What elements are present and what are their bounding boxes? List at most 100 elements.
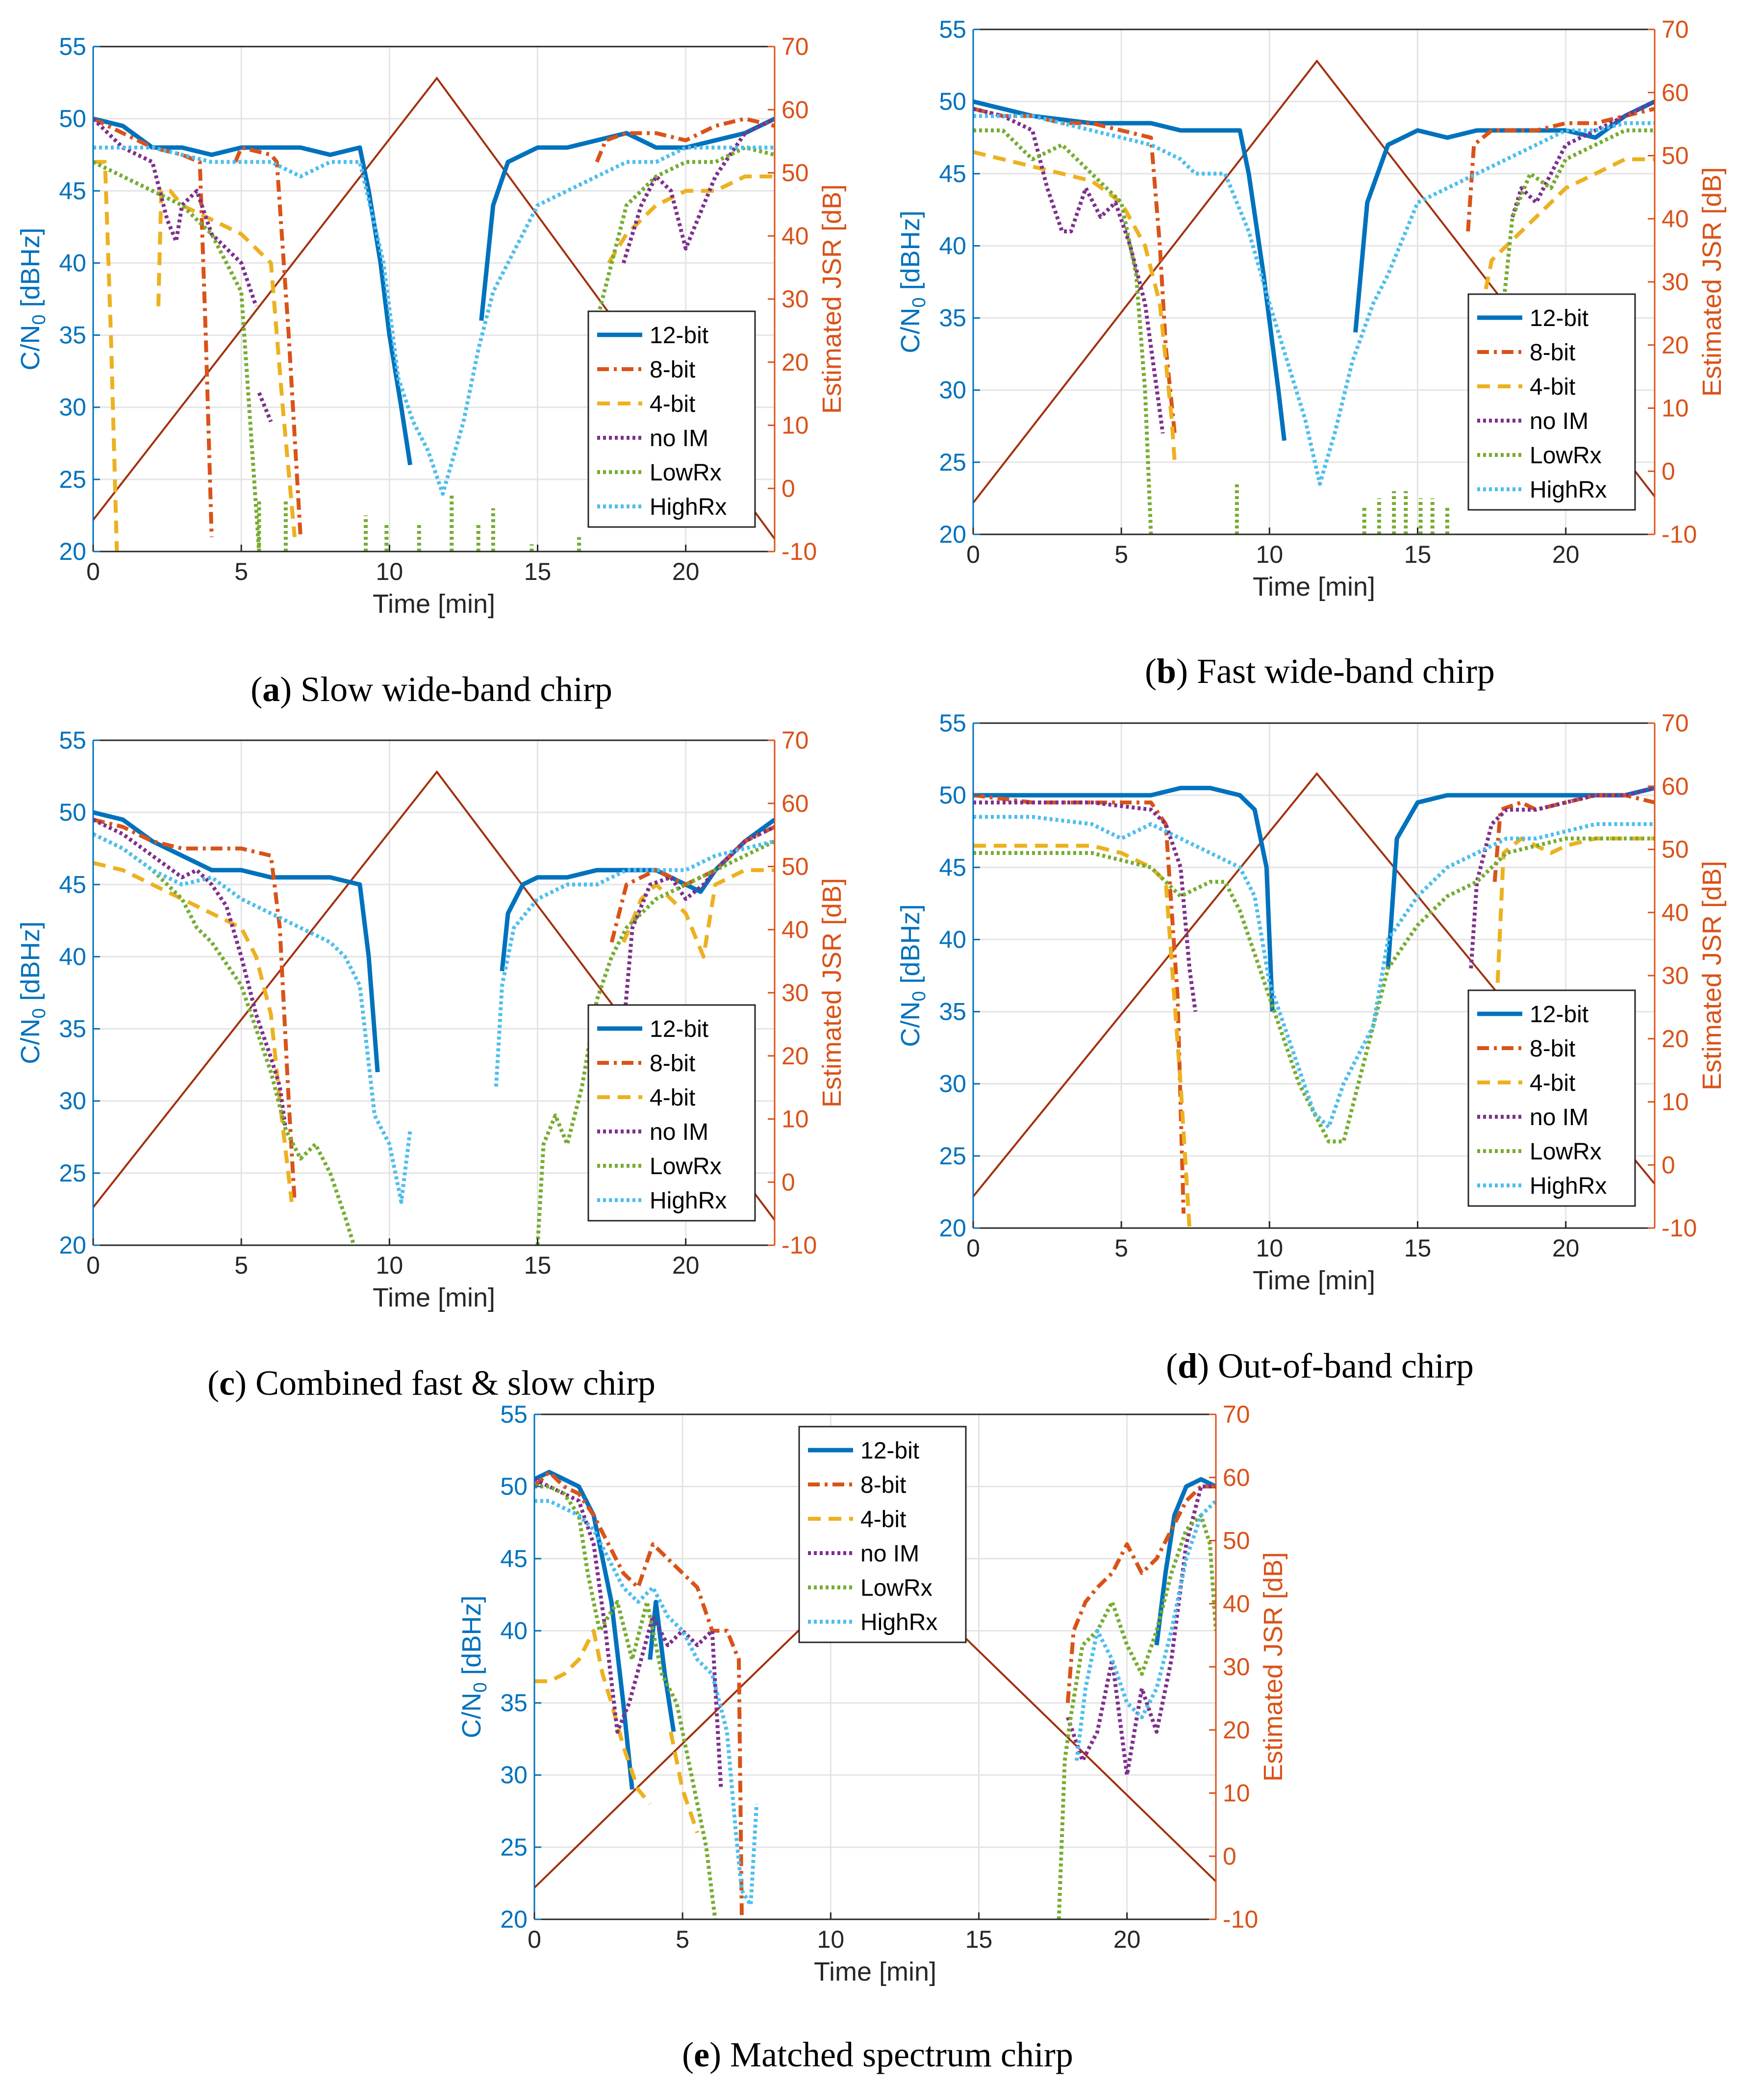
legend-label-4-bit: 4-bit	[860, 1507, 906, 1533]
series-lowrx-segment-0	[534, 1484, 717, 1919]
x-tick-label: 5	[1114, 1234, 1128, 1262]
y-left-tick-label: 40	[939, 926, 966, 953]
series-8-bit-segment-0	[973, 793, 1186, 1214]
y-left-tick-label: 35	[939, 998, 966, 1026]
y-right-tick-label: 50	[1662, 836, 1689, 863]
y-right-axis-label: Estimated JSR [dB]	[817, 878, 847, 1107]
caption-b-label: b	[1157, 652, 1176, 691]
caption-d-label: d	[1178, 1346, 1197, 1385]
x-tick-label: 15	[524, 1252, 552, 1279]
legend-label-no-im: no IM	[1530, 1105, 1588, 1131]
y-right-tick-label: 0	[781, 1168, 795, 1196]
series-lowrx-segment-1	[1501, 128, 1655, 304]
y-left-tick-label: 20	[500, 1906, 528, 1933]
y-right-tick-label: 60	[1662, 773, 1689, 800]
series-highrx-segment-0	[534, 1499, 759, 1907]
y-right-tick-label: 0	[1223, 1842, 1236, 1870]
x-tick-label: 5	[234, 1252, 248, 1279]
series-4-bit-segment-2	[607, 174, 775, 264]
y-right-tick-label: 40	[1662, 899, 1689, 926]
y-left-tick-label: 55	[939, 16, 966, 43]
series-lowrx-segment-0	[93, 832, 356, 1245]
y-right-tick-label: 30	[781, 285, 809, 313]
y-left-axis-label: C/N0 [dBHz]	[457, 1595, 491, 1738]
x-tick-label: 0	[86, 1252, 100, 1279]
x-tick-label: 10	[1256, 541, 1284, 568]
series-12-bit-segment-0	[973, 785, 1275, 1012]
x-tick-label: 15	[965, 1926, 993, 1953]
x-tick-label: 5	[234, 558, 248, 585]
legend-label-12-bit: 12-bit	[1530, 1002, 1588, 1028]
legend-label-4-bit: 4-bit	[650, 1085, 695, 1111]
y-left-tick-label: 50	[500, 1473, 528, 1500]
panel-c: 0 5 10 15 20 20 25 30 35 40 45 50 55 -10 0 10 20 30 40 50 60…	[16, 727, 847, 1312]
y-right-tick-label: -10	[781, 1231, 817, 1259]
x-tick-label: 0	[966, 1234, 980, 1262]
y-right-tick-label: 60	[1662, 79, 1689, 106]
legend: 12-bit 8-bit 4-bit no IM LowRx HighRx	[587, 310, 756, 528]
series-no-im-segment-1	[257, 392, 273, 423]
series-8-bit-segment-0	[93, 117, 214, 537]
x-tick-label: 15	[1404, 1234, 1432, 1262]
x-tick-label: 20	[1552, 1234, 1580, 1262]
y-left-axis-label: C/N0 [dBHz]	[16, 921, 50, 1064]
y-left-tick-label: 55	[59, 727, 86, 754]
plot-area	[93, 770, 775, 1245]
y-right-tick-label: 30	[781, 979, 809, 1006]
legend: 12-bit 8-bit 4-bit no IM LowRx HighRx	[587, 1004, 756, 1222]
caption-b-text: Fast wide-band chirp	[1197, 652, 1495, 691]
x-axis-label: Time [min]	[373, 1283, 495, 1312]
series-4-bit-segment-1	[1484, 157, 1655, 290]
legend-label-12-bit: 12-bit	[650, 323, 708, 349]
caption-e-text: Matched spectrum chirp	[730, 2035, 1073, 2074]
y-right-tick-label: 50	[1223, 1527, 1250, 1555]
series-12-bit-segment-1	[500, 818, 775, 972]
y-left-tick-label: 35	[59, 322, 86, 349]
x-tick-label: 10	[817, 1926, 845, 1953]
caption-a: (a) Slow wide-band chirp	[251, 670, 612, 709]
caption-e: (e) Matched spectrum chirp	[682, 2035, 1073, 2074]
x-axis-label: Time [min]	[373, 589, 495, 619]
y-right-tick-label: 60	[781, 790, 809, 817]
panel-e: 0 5 10 15 20 20 25 30 35 40 45 50 55 -10 0 10 20 30 40 50 60…	[457, 1401, 1288, 1986]
y-left-tick-label: 30	[59, 394, 86, 421]
series-no-im-segment-0	[534, 1477, 723, 1790]
panel-a: 0 5 10 15 20 20 25 30 35 40 45 50 55 -10 0 10 20 30 40 50 60…	[16, 33, 847, 619]
y-right-tick-label: 40	[781, 916, 809, 943]
legend-label-8-bit: 8-bit	[860, 1472, 906, 1498]
caption-a-text: Slow wide-band chirp	[301, 670, 612, 709]
series-lowrx-segment-1	[535, 839, 775, 1245]
series-lowrx-segment-0	[973, 128, 1153, 534]
y-left-tick-label: 40	[500, 1617, 528, 1644]
panel-d: 0 5 10 15 20 20 25 30 35 40 45 50 55 -10 0 10 20 30 40 50 60…	[896, 709, 1727, 1295]
y-left-tick-label: 25	[939, 1142, 966, 1170]
legend-label-no-im: no IM	[1530, 408, 1588, 434]
y-right-tick-label: 60	[1223, 1464, 1250, 1491]
y-right-tick-label: 70	[1223, 1401, 1250, 1428]
series-8-bit-segment-0	[534, 1470, 744, 1919]
legend-label-8-bit: 8-bit	[650, 357, 695, 383]
series-4-bit-segment-1	[156, 189, 297, 537]
x-tick-label: 5	[1114, 541, 1128, 568]
legend-label-highrx: HighRx	[1530, 1173, 1607, 1199]
legend: 12-bit 8-bit 4-bit no IM LowRx HighRx	[798, 1426, 967, 1643]
y-right-tick-label: 70	[781, 727, 809, 754]
y-left-tick-label: 25	[59, 466, 86, 493]
y-right-tick-label: 60	[781, 96, 809, 124]
series-8-bit-segment-1	[1466, 106, 1655, 232]
y-right-tick-label: 50	[781, 853, 809, 880]
legend-label-highrx: HighRx	[650, 1188, 727, 1214]
series-4-bit-segment-0	[93, 160, 119, 552]
series-12-bit-segment-0	[93, 116, 413, 466]
y-right-tick-label: -10	[1662, 521, 1697, 548]
legend-label-4-bit: 4-bit	[650, 391, 695, 417]
legend: 12-bit 8-bit 4-bit no IM LowRx HighRx	[1467, 293, 1636, 511]
y-left-tick-label: 55	[59, 33, 86, 60]
y-right-tick-label: 10	[1662, 395, 1689, 422]
series-no-im-segment-0	[973, 800, 1198, 1012]
caption-e-label: e	[694, 2035, 709, 2074]
y-left-tick-label: 25	[59, 1159, 86, 1187]
y-left-tick-label: 20	[59, 538, 86, 565]
y-left-tick-label: 25	[500, 1834, 528, 1861]
caption-d: (d) Out-of-band chirp	[1166, 1346, 1474, 1385]
